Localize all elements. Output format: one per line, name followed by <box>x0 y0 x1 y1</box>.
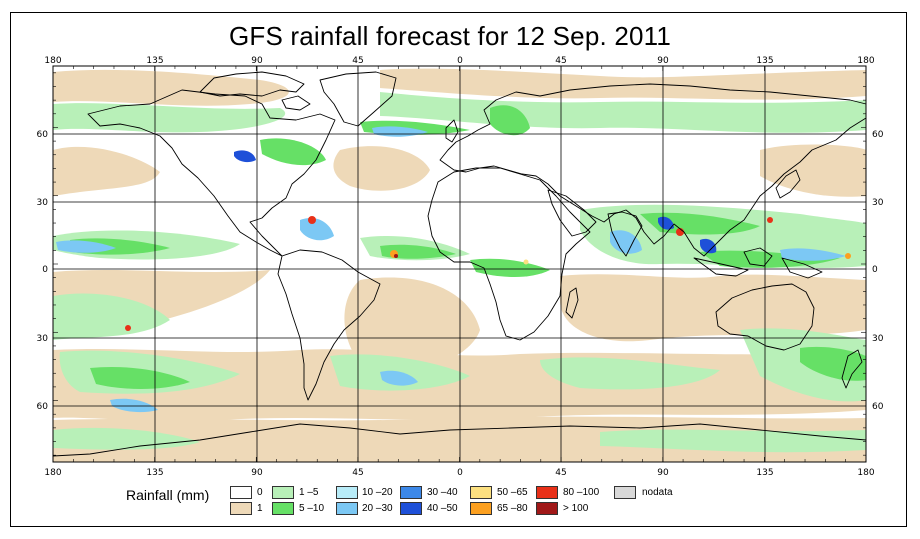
uk-outline <box>445 119 459 143</box>
legend-label: 30 –40 <box>427 487 458 498</box>
lat-tick-label: 30 <box>37 334 49 344</box>
lon-tick-label: 135 <box>756 468 773 478</box>
lon-tick-label: 0 <box>457 468 463 478</box>
legend-label: 80 –100 <box>563 487 600 498</box>
legend-label: 20 –30 <box>362 503 393 514</box>
lat-tick-label: 60 <box>37 130 49 140</box>
legend-swatch <box>272 486 294 499</box>
rainfall-legend: Rainfall (mm) 0 1 1 –5 5 –10 10 –20 20 –… <box>120 482 880 522</box>
lon-tick-label: 0 <box>457 56 463 66</box>
top-lon-labels: 180 135 90 45 0 45 90 135 180 <box>44 56 874 66</box>
figure-frame <box>10 12 907 527</box>
lon-tick-label: 135 <box>146 468 163 478</box>
south-america-outline <box>277 249 381 401</box>
madagascar-outline <box>565 287 579 319</box>
arctic-islands-outline <box>199 71 311 111</box>
legend-label: 10 –20 <box>362 487 393 498</box>
lat-tick-label: 30 <box>37 198 49 208</box>
legend-label: 5 –10 <box>299 503 325 514</box>
left-lat-labels: 60 30 0 30 60 <box>37 130 49 412</box>
graticule <box>53 66 866 462</box>
lon-tick-label: 135 <box>146 56 163 66</box>
africa-outline <box>427 167 591 341</box>
map-title: GFS rainfall forecast for 12 Sep. 2011 <box>228 21 672 51</box>
lat-tick-label: 60 <box>37 402 49 412</box>
legend-label: 1 –5 <box>299 487 319 498</box>
legend-swatch <box>336 502 358 515</box>
india-outline <box>607 211 643 257</box>
legend-swatch <box>614 486 636 499</box>
lon-tick-label: 45 <box>352 468 363 478</box>
lon-tick-label: 180 <box>44 56 61 66</box>
lon-tick-label: 90 <box>251 56 263 66</box>
lon-tick-label: 45 <box>555 56 566 66</box>
lon-tick-label: 180 <box>857 56 874 66</box>
lat-tick-label: 60 <box>872 130 884 140</box>
new-zealand-outline <box>841 349 863 389</box>
lon-tick-label: 180 <box>44 468 61 478</box>
lat-tick-label: 0 <box>872 265 878 275</box>
legend-swatch <box>230 502 252 515</box>
legend-swatch <box>272 502 294 515</box>
bottom-lon-labels: 180 135 90 45 0 45 90 135 180 <box>44 468 874 478</box>
lat-tick-label: 30 <box>872 198 884 208</box>
lat-tick-label: 60 <box>872 402 884 412</box>
legend-swatch <box>536 486 558 499</box>
lat-tick-label: 30 <box>872 334 884 344</box>
legend-swatch <box>336 486 358 499</box>
lon-tick-label: 90 <box>657 468 669 478</box>
lon-tick-label: 180 <box>857 468 874 478</box>
coastlines <box>52 71 867 457</box>
legend-swatch <box>400 502 422 515</box>
legend-label: 1 <box>257 503 263 514</box>
right-lat-labels: 60 30 0 30 60 <box>872 130 884 412</box>
rain-class-40-50mm <box>234 150 717 254</box>
antarctica-outline <box>52 423 867 457</box>
lon-tick-label: 90 <box>251 468 263 478</box>
lon-tick-label: 45 <box>352 56 363 66</box>
legend-title: Rainfall (mm) <box>126 487 210 503</box>
legend-swatch <box>470 486 492 499</box>
japan-outline <box>775 169 801 199</box>
legend-swatch <box>470 502 492 515</box>
minor-ticks <box>52 66 867 462</box>
legend-label: > 100 <box>563 503 589 514</box>
legend-label: 65 –80 <box>497 503 528 514</box>
greenland-outline <box>319 71 397 127</box>
north-america-outline <box>87 89 336 257</box>
australia-outline <box>715 283 815 351</box>
arabia-outline <box>547 189 597 237</box>
legend-label: 50 –65 <box>497 487 528 498</box>
legend-label: 0 <box>257 487 263 498</box>
lon-tick-label: 135 <box>756 56 773 66</box>
legend-swatch <box>400 486 422 499</box>
lon-tick-label: 90 <box>657 56 669 66</box>
lon-tick-label: 45 <box>555 468 566 478</box>
legend-swatch <box>536 502 558 515</box>
lat-tick-label: 0 <box>42 265 48 275</box>
rain-class-extreme <box>125 216 851 331</box>
legend-label: 40 –50 <box>427 503 458 514</box>
southeast-asia-islands-outline <box>693 247 823 279</box>
legend-label: nodata <box>642 487 673 498</box>
legend-swatch <box>230 486 252 499</box>
